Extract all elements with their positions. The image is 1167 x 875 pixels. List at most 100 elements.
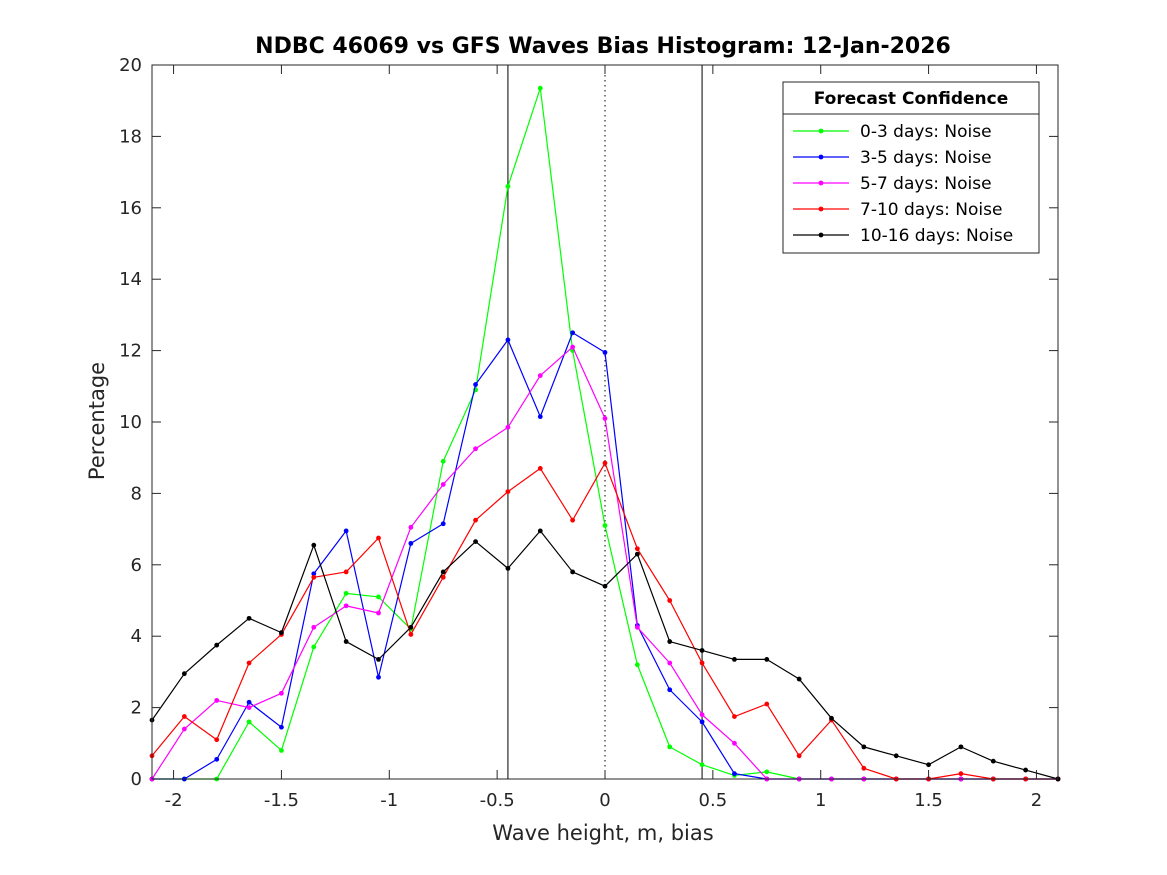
- data-point: [246, 615, 252, 621]
- data-point: [246, 719, 252, 725]
- y-axis-label: Percentage: [85, 362, 109, 480]
- data-point: [343, 603, 349, 609]
- legend-swatch-marker: [818, 128, 824, 134]
- x-tick-label: 1: [815, 790, 826, 811]
- data-point: [408, 524, 414, 530]
- data-point: [505, 183, 511, 189]
- y-tick-label: 6: [131, 555, 142, 576]
- x-axis-ticks: -2 -1.5 -1 -0.5 0 0.5 1 1.5 2: [165, 65, 1042, 811]
- data-point: [634, 551, 640, 557]
- y-tick-label: 16: [119, 198, 142, 219]
- data-point: [699, 712, 705, 718]
- data-point: [181, 671, 187, 677]
- data-point: [602, 523, 608, 528]
- legend-swatch-marker: [818, 206, 824, 212]
- data-point: [440, 574, 446, 580]
- legend-item: 0-3 days: Noise: [793, 122, 992, 142]
- legend-label: 3-5 days: Noise: [860, 148, 992, 168]
- chart-title: NDBC 46069 vs GFS Waves Bias Histogram: …: [255, 34, 951, 59]
- data-point: [602, 349, 608, 355]
- y-tick-label: 10: [119, 412, 142, 433]
- legend: Forecast Confidence 0-3 days: Noise 3-5 d…: [782, 81, 1040, 254]
- legend-box: [782, 81, 1040, 254]
- legend-label: 5-7 days: Noise: [860, 174, 992, 194]
- data-point: [634, 546, 640, 552]
- data-point: [537, 85, 543, 91]
- data-point: [537, 466, 543, 471]
- data-point: [570, 569, 576, 575]
- x-tick-label: -2: [165, 790, 183, 811]
- data-point: [214, 756, 220, 762]
- data-point: [343, 639, 349, 644]
- data-point: [473, 517, 478, 523]
- data-point: [990, 758, 996, 764]
- legend-item: 3-5 days: Noise: [793, 148, 992, 168]
- data-point: [376, 610, 381, 616]
- data-point: [214, 737, 220, 743]
- data-point: [764, 657, 770, 662]
- data-point: [279, 748, 284, 753]
- data-point: [570, 330, 576, 336]
- data-point: [699, 660, 705, 666]
- data-point: [408, 540, 414, 546]
- series-layer: [149, 85, 1061, 782]
- data-point: [343, 528, 349, 534]
- data-point: [343, 590, 349, 596]
- legend-items: 0-3 days: Noise 3-5 days: Noise 5-7 days: …: [793, 122, 1013, 246]
- data-point: [667, 639, 673, 644]
- x-tick-label: 2: [1031, 790, 1042, 811]
- data-point: [473, 446, 478, 452]
- data-point: [667, 660, 673, 666]
- data-point: [473, 382, 478, 387]
- data-point: [279, 630, 284, 636]
- data-point: [732, 740, 737, 746]
- data-point: [408, 624, 414, 630]
- x-tick-label: -1.5: [264, 790, 299, 811]
- data-point: [505, 489, 511, 495]
- legend-title: Forecast Confidence: [814, 89, 1009, 109]
- data-point: [311, 644, 317, 650]
- x-axis-label: Wave height, m, bias: [492, 821, 713, 845]
- data-point: [537, 528, 543, 534]
- y-tick-label: 18: [119, 126, 142, 147]
- x-tick-label: 1.5: [914, 790, 943, 811]
- data-point: [893, 753, 899, 759]
- legend-label: 7-10 days: Noise: [860, 200, 1002, 220]
- legend-swatch-marker: [818, 154, 824, 160]
- legend-swatch-marker: [818, 180, 824, 186]
- data-point: [214, 642, 220, 648]
- legend-swatch-marker: [818, 232, 824, 238]
- y-tick-label: 0: [131, 769, 142, 790]
- data-point: [311, 574, 317, 580]
- data-point: [246, 705, 252, 710]
- data-point: [1023, 767, 1029, 773]
- x-tick-label: 0.5: [699, 790, 728, 811]
- data-point: [440, 482, 446, 487]
- y-tick-label: 14: [119, 269, 142, 290]
- x-tick-label: -0.5: [480, 790, 515, 811]
- data-point: [505, 337, 511, 343]
- data-point: [343, 569, 349, 575]
- data-point: [279, 690, 284, 696]
- data-point: [602, 416, 608, 421]
- data-point: [796, 676, 802, 682]
- data-point: [537, 414, 543, 420]
- data-point: [246, 660, 252, 666]
- data-point: [958, 771, 964, 777]
- data-point: [602, 460, 608, 466]
- data-point: [796, 753, 802, 759]
- data-point: [861, 765, 867, 771]
- data-point: [634, 662, 640, 668]
- data-point: [181, 726, 187, 732]
- data-point: [764, 701, 770, 707]
- data-point: [699, 719, 705, 725]
- data-point: [602, 583, 608, 589]
- data-point: [764, 769, 770, 775]
- data-point: [667, 744, 673, 750]
- legend-label: 10-16 days: Noise: [860, 226, 1013, 246]
- legend-item: 7-10 days: Noise: [793, 200, 1002, 220]
- y-tick-label: 2: [131, 698, 142, 719]
- y-tick-label: 20: [119, 55, 142, 76]
- data-point: [440, 521, 446, 527]
- data-point: [311, 624, 317, 630]
